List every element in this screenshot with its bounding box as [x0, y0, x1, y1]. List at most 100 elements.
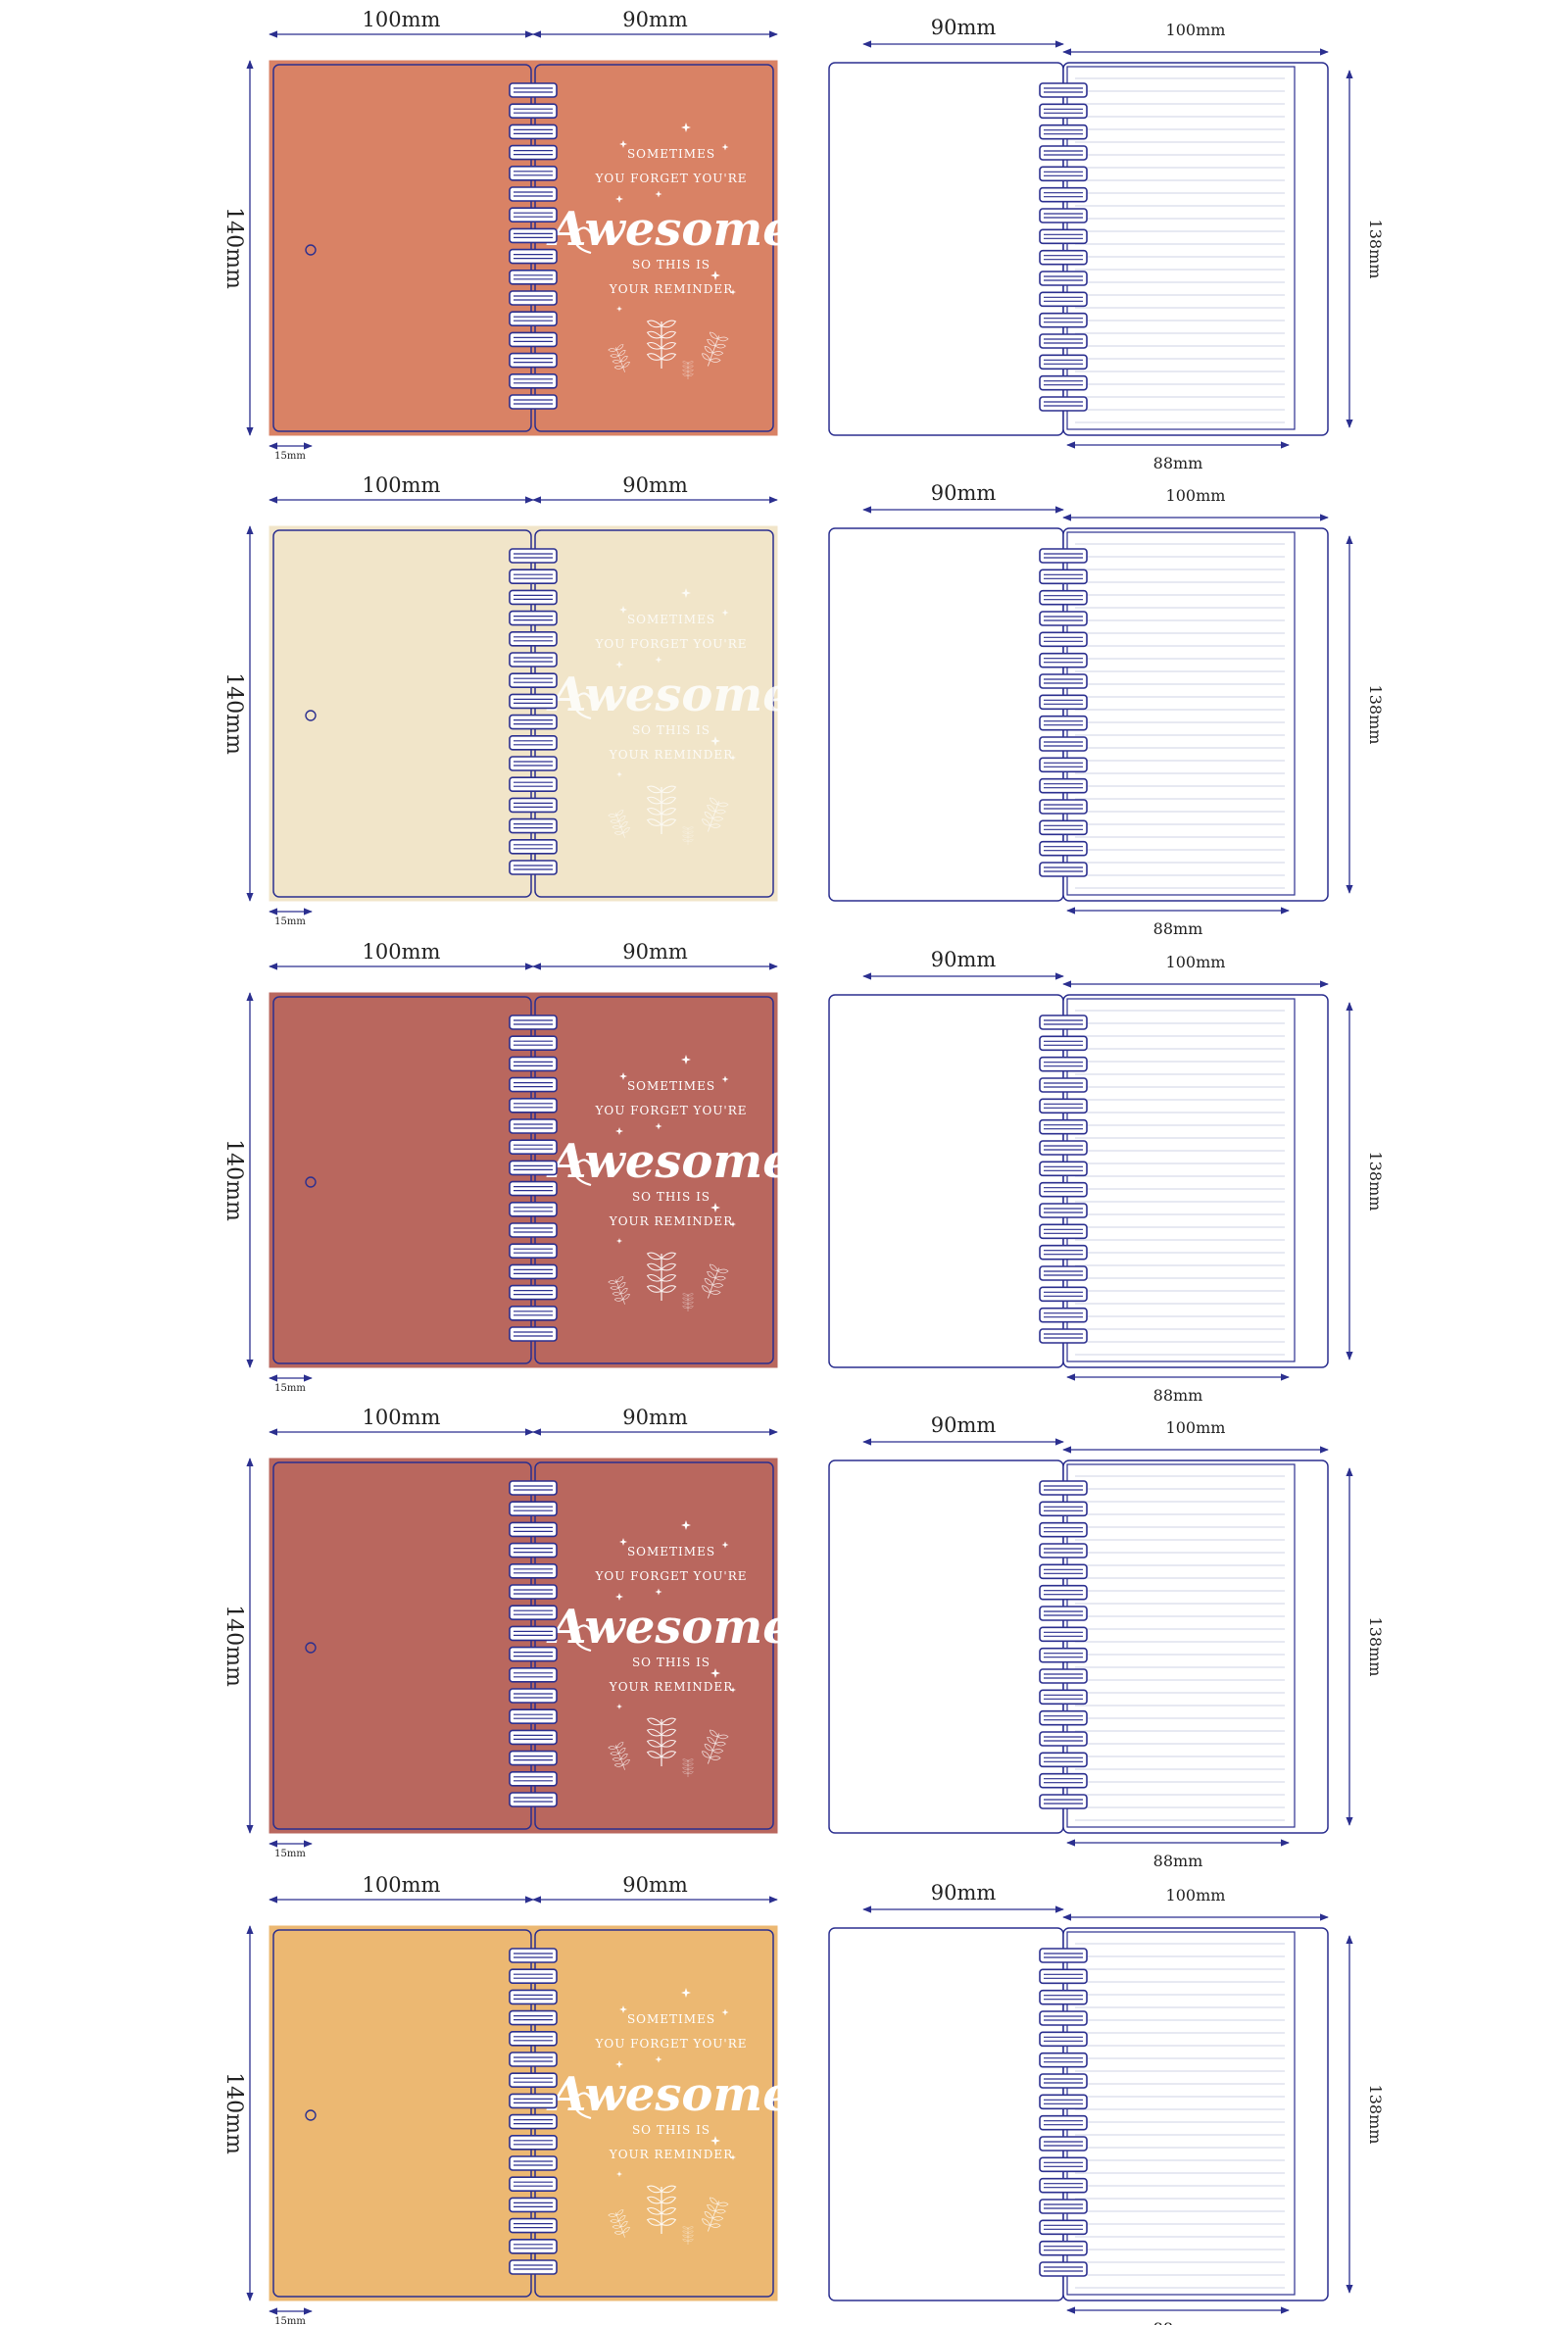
- inner-spiral-binding: [1039, 82, 1088, 412]
- leaf: [661, 2218, 677, 2226]
- leaf: [702, 2218, 711, 2226]
- spiral-loop: [509, 2009, 558, 2026]
- spiral-ring: [509, 2052, 558, 2067]
- spiral-loop: [1039, 354, 1088, 371]
- cover-brick-red-alt: 15mm SOMETIMES YOU FORGET YOU'RE AwesomeSO …: [269, 1458, 793, 1859]
- spiral-ring: [1039, 2031, 1088, 2048]
- spiral-loop: [1039, 1606, 1088, 1621]
- inside-back-cover: [828, 1459, 1064, 1834]
- cover-left-width-dim-label: 100mm: [363, 8, 441, 31]
- spiral-ring: [1039, 2136, 1088, 2152]
- spiral-ring: [1039, 1014, 1088, 1030]
- spiral-ring: [1039, 1286, 1088, 1303]
- inner-right-width-dim-label: 100mm: [1166, 21, 1226, 39]
- inner-page-width-dim-label: 88mm: [1153, 919, 1203, 938]
- spiral-loop: [509, 610, 558, 626]
- leaf: [661, 796, 677, 805]
- star-icon: [619, 140, 627, 148]
- leaf-sprig-icon: [682, 2226, 694, 2246]
- leaf: [622, 1293, 630, 1300]
- star-icon: [616, 2171, 622, 2177]
- leaf: [661, 1751, 677, 1758]
- leaf: [617, 816, 626, 822]
- spiral-loop: [509, 144, 558, 161]
- cover-left-width-dim-label: 100mm: [363, 1873, 441, 1897]
- swash-icon: [573, 226, 592, 255]
- spiral-ring: [1039, 757, 1088, 773]
- leaf: [661, 1262, 677, 1271]
- spiral-ring: [509, 672, 558, 689]
- leaf: [709, 1729, 719, 1737]
- star-icon: [655, 1588, 662, 1596]
- leaf: [646, 1739, 662, 1748]
- leaf: [702, 818, 711, 826]
- leaf: [682, 834, 689, 838]
- spiral-ring: [509, 1792, 558, 1807]
- spiral-ring: [509, 1014, 558, 1030]
- spiral-loop: [1039, 1501, 1088, 1517]
- leaf: [687, 361, 694, 365]
- leaf: [687, 373, 694, 376]
- spiral-loop: [1039, 1989, 1088, 2005]
- leaf: [661, 2206, 677, 2215]
- leaf: [711, 816, 724, 821]
- spiral-ring: [509, 144, 558, 161]
- leaf: [613, 366, 624, 370]
- quote-line-4: YOUR REMINDER: [609, 1214, 733, 1228]
- spiral-ring: [1039, 2261, 1088, 2277]
- spiral-ring: [1039, 1543, 1088, 1558]
- spiral-loop: [1039, 1328, 1088, 1344]
- leaf: [714, 809, 726, 815]
- swash-icon: [573, 1624, 592, 1653]
- inner-left-width-dim-label: 90mm: [931, 16, 997, 39]
- hole-offset-label: 15mm: [274, 916, 306, 927]
- inside-back-cover: [828, 994, 1064, 1368]
- spiral-ring: [509, 1118, 558, 1134]
- spiral-ring: [1039, 1244, 1088, 1261]
- leaf: [707, 2203, 716, 2212]
- hole-offset-label: 15mm: [274, 2316, 306, 2325]
- spiral-ring: [509, 548, 558, 564]
- spiral-ring: [1039, 2240, 1088, 2256]
- leaf: [687, 369, 694, 372]
- spiral-loop: [509, 1989, 558, 2005]
- spiral-loop: [1039, 589, 1088, 606]
- spiral-loop: [1039, 103, 1088, 120]
- leaf: [687, 365, 694, 369]
- spiral-ring: [509, 331, 558, 348]
- spiral-loop: [509, 1708, 558, 1724]
- inner-pages-3: [828, 1459, 1329, 1834]
- cover-board: [269, 525, 778, 902]
- spiral-ring: [1039, 840, 1088, 857]
- spiral-ring: [1039, 1223, 1088, 1240]
- spiral-ring: [1039, 1752, 1088, 1768]
- spiral-ring: [509, 756, 558, 771]
- leaf: [682, 2226, 689, 2230]
- leaf-stem: [707, 2201, 720, 2232]
- spiral-loop: [1039, 2114, 1088, 2131]
- cover-right-width-dim-label: 90mm: [622, 940, 688, 964]
- spiral-ring: [1039, 1161, 1088, 1177]
- spiral-loop: [1039, 1077, 1088, 1093]
- spiral-loop: [509, 290, 558, 306]
- spiral-ring: [1039, 715, 1088, 731]
- leaf: [687, 1762, 694, 1766]
- spiral-ring: [1039, 1948, 1088, 1963]
- leaf: [646, 785, 662, 794]
- spiral-loop: [509, 693, 558, 710]
- leaf-sprig-icon: [682, 361, 694, 380]
- leaf: [646, 320, 662, 328]
- spiral-ring: [1039, 1794, 1088, 1809]
- leaf: [620, 356, 628, 362]
- leaf: [646, 1751, 662, 1758]
- cover-cream: 15mm SOMETIMES YOU FORGET YOU'RE AwesomeSO …: [269, 525, 793, 927]
- spiral-ring: [509, 1771, 558, 1787]
- spiral-ring: [509, 1646, 558, 1662]
- leaf-stem: [707, 801, 720, 832]
- leaf: [702, 353, 711, 361]
- leaf: [610, 1286, 620, 1290]
- leaf: [687, 1293, 694, 1297]
- spiral-ring: [509, 82, 558, 98]
